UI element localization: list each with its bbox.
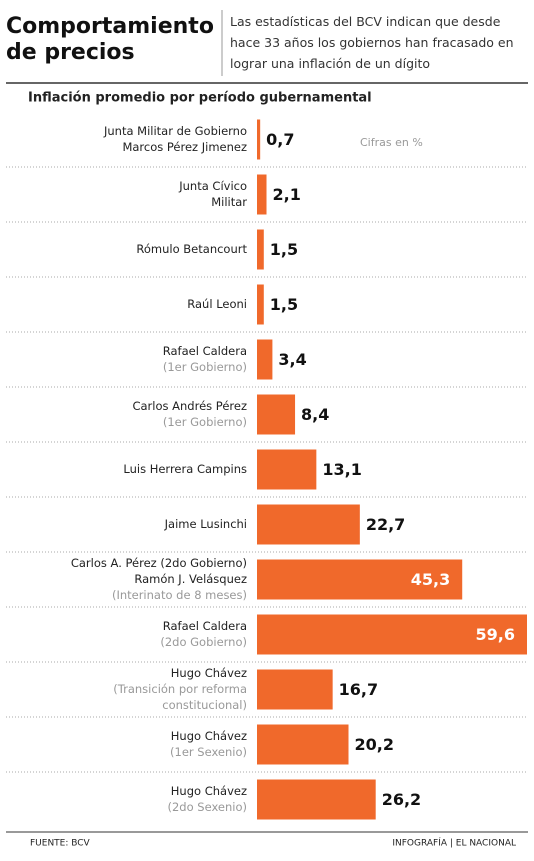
subtitle-text: Las estadísticas del BCV indican que des… (230, 14, 514, 71)
category-label: Ramón J. Velásquez (134, 572, 247, 586)
bar (257, 779, 376, 820)
category-note: (1er Sexenio) (170, 745, 247, 759)
category-label: Luis Herrera Campins (123, 462, 247, 476)
category-note: (1er Gobierno) (163, 360, 247, 374)
bar (257, 504, 360, 545)
category-label: Marcos Pérez Jimenez (122, 140, 247, 154)
bar (257, 284, 264, 325)
category-label: Hugo Chávez (171, 784, 247, 798)
category-label: Junta Militar de Gobierno (103, 124, 247, 138)
chart-title: Comportamiento de precios (6, 14, 214, 65)
category-label: Carlos A. Pérez (2do Gobierno) (71, 556, 247, 570)
bar (257, 724, 349, 765)
value-label: 59,6 (476, 625, 515, 644)
value-label: 2,1 (273, 185, 301, 204)
category-label: Hugo Chávez (171, 666, 247, 680)
category-label: Carlos Andrés Pérez (132, 399, 247, 413)
bar (257, 669, 333, 710)
category-note: (Transición por reforma (113, 682, 247, 696)
category-label: Jaime Lusinchi (164, 517, 247, 531)
value-label: 26,2 (382, 790, 421, 809)
value-label: 1,5 (270, 295, 298, 314)
unit-note: Cifras en % (360, 136, 423, 149)
chart-subtitle: Inflación promedio por período gubername… (28, 91, 372, 106)
category-label: Junta Cívico (178, 179, 247, 193)
bar (257, 229, 264, 270)
category-note: (2do Gobierno) (160, 635, 247, 649)
value-label: 3,4 (278, 350, 306, 369)
source: FUENTE: BCV (30, 839, 91, 849)
category-note: (Interinato de 8 meses) (112, 588, 247, 602)
bar (257, 559, 463, 600)
value-label: 1,5 (270, 240, 298, 259)
bar (257, 174, 267, 215)
value-label: 45,3 (411, 570, 450, 589)
bar (257, 119, 261, 160)
category-label: Hugo Chávez (171, 729, 247, 743)
category-label: Rafael Caldera (163, 344, 247, 358)
category-label: Rómulo Betancourt (136, 242, 247, 256)
value-label: 16,7 (339, 680, 378, 699)
bar (257, 614, 527, 655)
category-note: (2do Sexenio) (167, 800, 247, 814)
subtitle: Las estadísticas del BCV indican que des… (230, 14, 514, 71)
value-label: 13,1 (322, 460, 361, 479)
bar (257, 339, 273, 380)
credit: INFOGRAFÍA | EL NACIONAL (392, 837, 516, 849)
value-label: 22,7 (366, 515, 405, 534)
value-label: 0,7 (266, 130, 294, 149)
value-label: 20,2 (355, 735, 394, 754)
category-note: (1er Gobierno) (163, 415, 247, 429)
category-note: constitucional) (162, 698, 247, 712)
category-label: Raúl Leoni (187, 297, 247, 311)
bar (257, 394, 296, 435)
category-label: Rafael Caldera (163, 619, 247, 633)
bar (257, 449, 317, 490)
value-label: 8,4 (301, 405, 329, 424)
category-label: Militar (211, 195, 247, 209)
